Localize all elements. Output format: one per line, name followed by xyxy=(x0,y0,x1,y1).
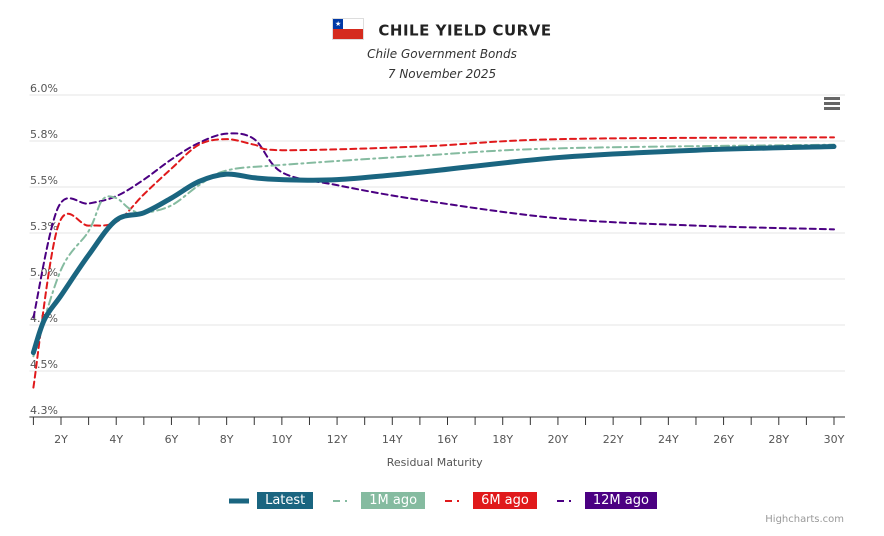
legend-label: 6M ago xyxy=(473,492,537,509)
x-tick-label: 2Y xyxy=(54,433,68,446)
x-tick-label: 12Y xyxy=(327,433,348,446)
title-text: CHILE YIELD CURVE xyxy=(378,21,552,40)
series-line-1m-ago xyxy=(32,143,835,358)
x-tick-label: 10Y xyxy=(272,433,293,446)
legend-symbol-icon xyxy=(229,498,250,503)
legend-symbol-icon xyxy=(556,499,577,502)
x-tick-label: 14Y xyxy=(382,433,403,446)
x-tick-label: 28Y xyxy=(768,433,789,446)
credits-link[interactable]: Highcharts.com xyxy=(765,514,844,525)
x-tick-label: 4Y xyxy=(109,433,123,446)
legend-item[interactable]: 6M ago xyxy=(443,492,537,509)
legend-symbol-icon xyxy=(445,499,466,502)
legend: Latest 1M ago 6M ago 12M ago xyxy=(0,492,884,509)
y-tick-label: 6.0% xyxy=(30,82,58,95)
series-line-12m-ago xyxy=(32,132,835,319)
x-tick-label: 24Y xyxy=(658,433,679,446)
x-tick-label: 30Y xyxy=(824,433,845,446)
chile-flag-icon: ★ xyxy=(332,18,365,40)
x-tick-label: 20Y xyxy=(548,433,569,446)
plot-area: 4.3%4.5%4.8%5.0%5.3%5.5%5.8%6.0%2Y 4Y 6Y 8Y… xyxy=(29,82,845,469)
legend-label: Latest xyxy=(257,492,314,509)
x-tick-label: 22Y xyxy=(603,433,624,446)
menu-icon[interactable] xyxy=(824,97,840,111)
y-tick-label: 5.0% xyxy=(30,266,58,279)
legend-item[interactable]: Latest xyxy=(227,492,314,509)
y-tick-label: 5.5% xyxy=(30,174,58,187)
chart-date: 7 November 2025 xyxy=(387,67,497,81)
x-tick-label: 16Y xyxy=(437,433,458,446)
x-tick-label: 26Y xyxy=(713,433,734,446)
series-line-latest xyxy=(30,144,837,356)
legend-label: 1M ago xyxy=(361,492,426,509)
y-tick-label: 4.5% xyxy=(30,358,58,371)
y-tick-label: 5.3% xyxy=(30,220,58,233)
x-tick-label: 18Y xyxy=(492,433,513,446)
chart-subtitle: Chile Government Bonds xyxy=(367,47,517,61)
chart-title: ★ CHILE YIELD CURVE xyxy=(0,18,884,42)
x-axis-title: Residual Maturity xyxy=(387,456,483,469)
x-tick-label: 8Y xyxy=(220,433,234,446)
x-tick-label: 6Y xyxy=(165,433,179,446)
y-tick-label: 4.3% xyxy=(30,404,58,417)
series-line-6m-ago xyxy=(32,136,835,389)
legend-symbol-icon xyxy=(333,499,354,502)
legend-item[interactable]: 12M ago xyxy=(555,492,657,509)
legend-item[interactable]: 1M ago xyxy=(331,492,426,509)
legend-label: 12M ago xyxy=(584,492,657,509)
y-tick-label: 5.8% xyxy=(30,128,58,141)
